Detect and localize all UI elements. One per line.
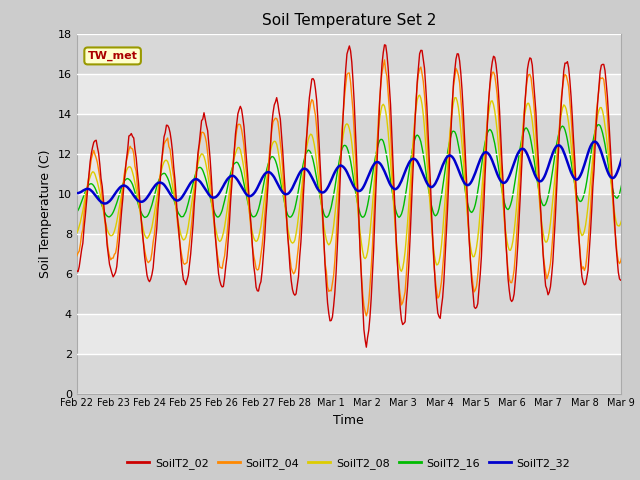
SoilT2_04: [428, 223, 436, 228]
Bar: [77, 114, 621, 154]
Line: SoilT2_32: SoilT2_32: [77, 138, 640, 204]
SoilT2_32: [427, 184, 435, 190]
SoilT2_02: [502, 234, 509, 240]
SoilT2_02: [381, 42, 388, 48]
SoilT2_16: [255, 206, 262, 212]
Title: Soil Temperature Set 2: Soil Temperature Set 2: [262, 13, 436, 28]
Bar: [77, 313, 621, 354]
SoilT2_32: [101, 201, 109, 206]
SoilT2_32: [500, 180, 508, 186]
SoilT2_02: [253, 288, 261, 294]
SoilT2_08: [253, 238, 261, 243]
SoilT2_08: [428, 224, 436, 230]
X-axis label: Time: Time: [333, 414, 364, 427]
Line: SoilT2_04: SoilT2_04: [77, 60, 640, 316]
Legend: SoilT2_02, SoilT2_04, SoilT2_08, SoilT2_16, SoilT2_32: SoilT2_02, SoilT2_04, SoilT2_08, SoilT2_…: [123, 453, 575, 473]
Bar: [77, 234, 621, 274]
SoilT2_08: [399, 265, 406, 271]
SoilT2_04: [73, 253, 81, 259]
SoilT2_04: [400, 295, 408, 300]
SoilT2_04: [317, 200, 325, 205]
SoilT2_02: [428, 215, 436, 221]
SoilT2_08: [397, 268, 405, 274]
SoilT2_04: [253, 267, 261, 273]
SoilT2_16: [427, 199, 435, 204]
SoilT2_32: [255, 182, 262, 188]
SoilT2_32: [628, 135, 636, 141]
SoilT2_08: [416, 92, 424, 98]
Bar: [77, 73, 621, 114]
SoilT2_16: [319, 206, 326, 212]
Y-axis label: Soil Temperature (C): Soil Temperature (C): [39, 149, 52, 278]
SoilT2_04: [381, 57, 388, 63]
SoilT2_16: [141, 215, 148, 220]
Line: SoilT2_16: SoilT2_16: [77, 122, 640, 217]
Bar: [77, 34, 621, 73]
Bar: [77, 193, 621, 234]
SoilT2_02: [317, 186, 325, 192]
Bar: [77, 354, 621, 394]
Bar: [77, 274, 621, 313]
SoilT2_32: [601, 161, 609, 167]
SoilT2_08: [602, 132, 610, 137]
SoilT2_08: [317, 203, 325, 209]
SoilT2_32: [73, 190, 81, 196]
Bar: [77, 154, 621, 193]
Text: TW_met: TW_met: [88, 51, 138, 61]
Line: SoilT2_08: SoilT2_08: [77, 95, 640, 271]
SoilT2_02: [362, 344, 370, 350]
SoilT2_04: [362, 313, 370, 319]
SoilT2_32: [399, 175, 406, 181]
SoilT2_02: [73, 268, 81, 274]
Line: SoilT2_02: SoilT2_02: [77, 45, 640, 347]
SoilT2_16: [399, 207, 406, 213]
SoilT2_02: [602, 80, 610, 86]
SoilT2_08: [502, 228, 509, 234]
SoilT2_16: [73, 209, 81, 215]
SoilT2_16: [601, 142, 609, 147]
SoilT2_32: [319, 190, 326, 195]
SoilT2_04: [602, 99, 610, 105]
SoilT2_04: [502, 237, 509, 243]
SoilT2_16: [500, 200, 508, 205]
SoilT2_16: [632, 120, 639, 125]
SoilT2_08: [73, 230, 81, 236]
SoilT2_02: [400, 321, 408, 326]
